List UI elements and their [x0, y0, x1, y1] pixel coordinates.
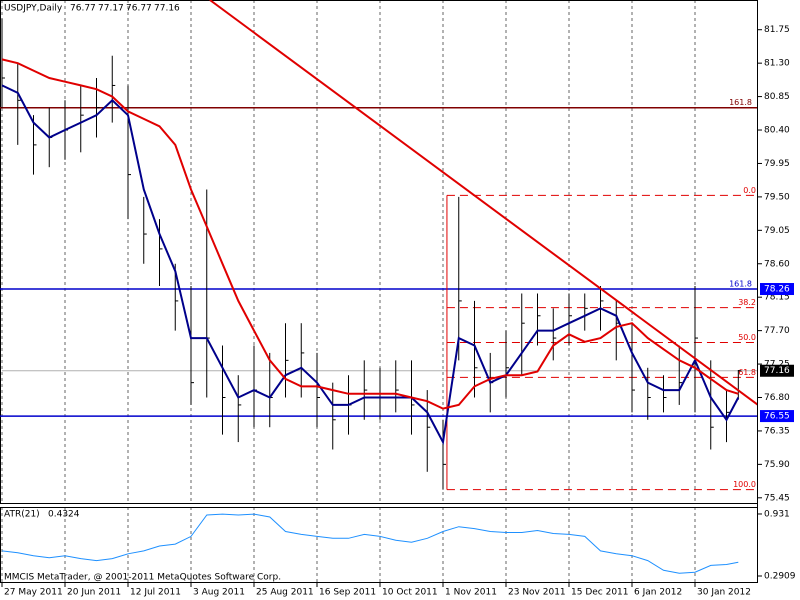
price-tag: [760, 364, 794, 377]
fibo-label: 100.0: [733, 480, 756, 489]
copyright: MMCIS MetaTrader, @ 2001-2011 MetaQuotes…: [4, 573, 281, 583]
symbol-label: USDJPY,Daily: [4, 4, 63, 14]
y-tick-label: 79.95: [764, 159, 790, 169]
y-tick-label: 80.40: [764, 126, 790, 136]
moving-average: [1, 58, 739, 410]
price-tag: [760, 410, 794, 423]
y-tick-label: 76.35: [764, 426, 790, 436]
quote-open: 76.77: [70, 4, 96, 14]
y-tick-label: 75.90: [764, 460, 790, 470]
quote-high: 77.17: [98, 4, 124, 14]
price-tag: [760, 283, 794, 296]
price-tag-label: 78.26: [764, 285, 790, 295]
x-tick-label: 1 Nov 2011: [445, 588, 497, 598]
x-tick-label: 12 Jul 2011: [130, 588, 181, 598]
quote-close: 77.16: [154, 4, 180, 14]
x-tick-label: 30 Jan 2012: [697, 588, 751, 598]
x-tick-label: 6 Jan 2012: [634, 588, 682, 598]
price-tag-label: 77.16: [764, 366, 790, 376]
trendline: [209, 0, 759, 406]
y-tick-label: 79.05: [764, 226, 790, 236]
y-tick-label: 81.30: [764, 59, 790, 69]
y-tick-label: 80.85: [764, 92, 790, 102]
y-tick-label: 81.75: [764, 25, 790, 35]
y-tick-label: 78.60: [764, 259, 790, 269]
fibo-label: 61.8: [738, 368, 756, 377]
y-tick-label: 75.45: [764, 493, 790, 503]
y-tick-label: 76.80: [764, 393, 790, 403]
fibo-label: 50.0: [738, 333, 756, 342]
level-label: 161.8: [729, 98, 752, 107]
x-tick-label: 23 Nov 2011: [508, 588, 566, 598]
fibo-label: 0.0: [743, 186, 756, 195]
y-tick-label: 77.25: [764, 360, 790, 370]
level-label: 161.8: [729, 280, 752, 289]
fibo-label: 38.2: [738, 298, 756, 307]
y-tick-label: 78.15: [764, 293, 790, 303]
x-tick-label: 27 May 2011: [4, 588, 63, 598]
indicator-name: ATR(21): [4, 510, 40, 520]
indicator-line: [1, 513, 739, 574]
y-tick-label: 0.2909: [764, 571, 796, 581]
x-tick-label: 3 Aug 2011: [193, 588, 245, 598]
moving-average: [1, 84, 740, 446]
x-tick-label: 10 Oct 2011: [382, 588, 438, 598]
y-tick-label: 77.70: [764, 326, 790, 336]
x-tick-label: 15 Dec 2011: [571, 588, 629, 598]
indicator-value: 0.4324: [48, 510, 80, 520]
y-tick-label: 0.931: [764, 509, 790, 519]
x-tick-label: 20 Jun 2011: [67, 588, 121, 598]
quote-low: 76.77: [126, 4, 152, 14]
y-tick-label: 79.50: [764, 192, 790, 202]
x-tick-label: 25 Aug 2011: [256, 588, 314, 598]
x-tick-label: 16 Sep 2011: [319, 588, 376, 598]
price-tag-label: 76.55: [764, 412, 790, 422]
